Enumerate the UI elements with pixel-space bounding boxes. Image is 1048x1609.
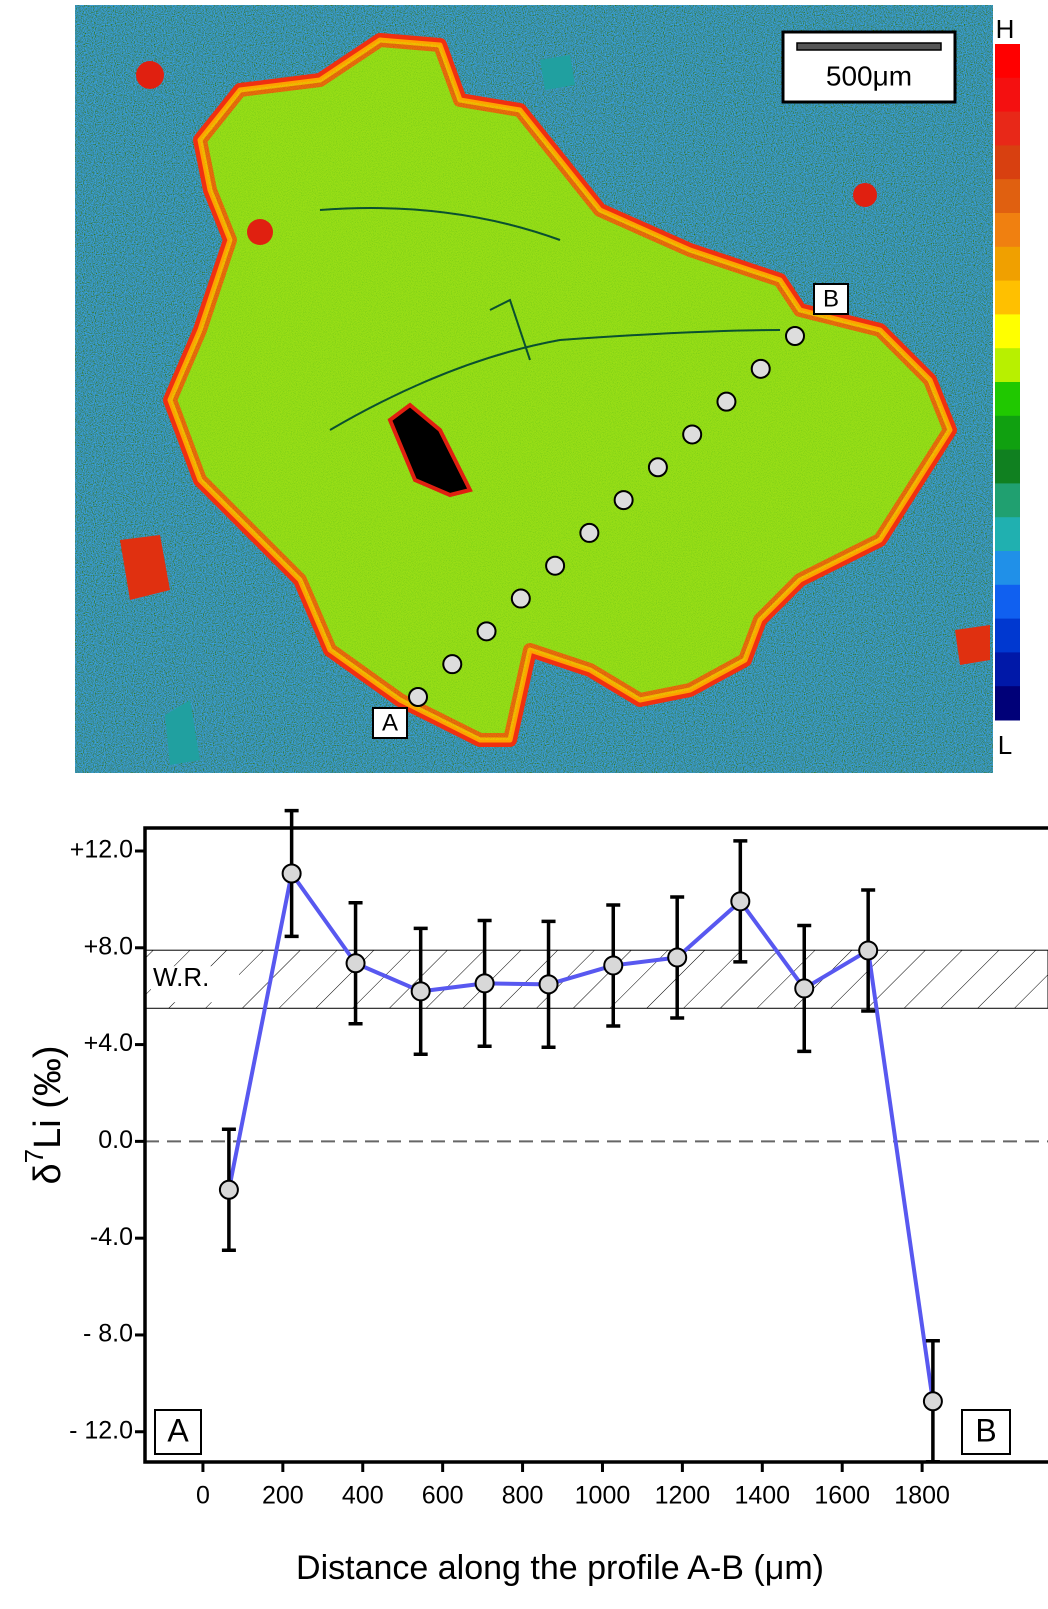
- x-tick-label: 1000: [575, 1482, 631, 1510]
- y-tick-label: - 8.0: [83, 1320, 133, 1348]
- colorbar-segment: [995, 415, 1020, 451]
- spot: [120, 535, 170, 600]
- spot: [540, 55, 575, 90]
- x-tick-label: 1200: [655, 1482, 711, 1510]
- scale-label: 500μm: [826, 60, 912, 91]
- wr-label: W.R.: [153, 962, 209, 992]
- colorbar-segment: [995, 449, 1020, 484]
- corner-a: A: [167, 1412, 189, 1448]
- colorbar-segment: [995, 179, 1020, 214]
- data-point: [218, 1179, 239, 1200]
- y-tick-label: -4.0: [90, 1223, 133, 1251]
- y-tick-label: 0.0: [98, 1126, 133, 1154]
- data-point: [858, 940, 879, 961]
- corner-a-box: [154, 1409, 202, 1455]
- y-tick-label: - 12.0: [69, 1416, 133, 1444]
- profile-dot: [647, 457, 668, 478]
- spot: [136, 61, 164, 89]
- y-tick-label: +12.0: [70, 836, 133, 864]
- data-point: [667, 947, 688, 968]
- profile-dot: [682, 424, 703, 445]
- spot: [165, 700, 200, 765]
- y-axis-label: δ7Li (‰): [19, 1045, 69, 1184]
- y-label-rest: Li (‰): [27, 1045, 69, 1148]
- point-a-box: [372, 707, 408, 739]
- x-tick-label: 400: [342, 1482, 384, 1510]
- point-b-label: B: [823, 285, 839, 312]
- data-point: [794, 978, 815, 999]
- profile-dot: [408, 687, 428, 707]
- colorbar-high: H: [996, 14, 1015, 44]
- colorbar-segment: [995, 77, 1020, 113]
- colorbar-segment: [995, 314, 1020, 349]
- colorbar: [995, 44, 1020, 721]
- data-point: [410, 981, 431, 1002]
- point-b-box: [813, 283, 849, 315]
- colorbar-segment: [995, 246, 1020, 282]
- axis-frame: [143, 826, 1048, 1464]
- colorbar-low: L: [998, 730, 1012, 760]
- colorbar-segment: [995, 213, 1020, 248]
- colorbar-segment: [995, 517, 1020, 552]
- colorbar-segment: [995, 280, 1020, 315]
- corner-b-box: [961, 1409, 1011, 1455]
- data-point: [538, 974, 559, 995]
- profile-points: [408, 326, 805, 707]
- profile-dot: [750, 358, 771, 379]
- wr-band: [144, 949, 1048, 1009]
- spot: [955, 625, 990, 665]
- profile-dot: [545, 555, 566, 576]
- cracks: [319, 207, 781, 431]
- chart: W.R. +12.0 +8.0 +4.0 0.0 -4.0 - 8.0 - 12.0 0 200 4…: [19, 808, 1048, 1587]
- colorbar-segment: [995, 145, 1020, 180]
- x-tick-label: 1800: [894, 1482, 950, 1510]
- y-tick-label: +4.0: [84, 1029, 133, 1057]
- x-tick-label: 600: [422, 1482, 464, 1510]
- profile-dot: [579, 522, 600, 543]
- x-tick-label: 0: [196, 1482, 210, 1510]
- profile-dot: [510, 588, 531, 609]
- y-label-symbol: δ: [27, 1163, 69, 1184]
- profile-dot: [442, 654, 463, 675]
- colorbar-segment: [995, 551, 1020, 586]
- data-point: [345, 953, 366, 974]
- data-point: [603, 955, 624, 976]
- data-point: [730, 891, 751, 912]
- colorbar-segment: [995, 382, 1020, 417]
- data-point: [922, 1391, 943, 1412]
- colorbar-segment: [995, 652, 1020, 687]
- inclusion: [387, 402, 473, 498]
- x-tick-label: 1600: [814, 1482, 870, 1510]
- colorbar-segment: [995, 618, 1020, 653]
- wr-label-bg: [151, 966, 239, 1003]
- colorbar-segment: [995, 686, 1020, 721]
- profile-line: [226, 871, 935, 1402]
- corner-b: B: [975, 1412, 996, 1448]
- profile-dot: [476, 621, 497, 642]
- spot: [853, 183, 877, 207]
- data-point: [474, 973, 495, 994]
- spot: [247, 219, 273, 245]
- point-a-label: A: [382, 709, 398, 736]
- profile-dot: [613, 490, 634, 511]
- x-tick-label: 1400: [734, 1482, 790, 1510]
- y-label-superscript: 7: [19, 1149, 49, 1163]
- colorbar-segment: [995, 348, 1020, 383]
- colorbar-segment: [995, 111, 1020, 146]
- profile-dot: [785, 326, 805, 346]
- colorbar-segment: [995, 584, 1020, 620]
- y-tick-label: +8.0: [84, 932, 133, 960]
- x-tick-label: 800: [502, 1482, 544, 1510]
- element-map: 500μm H L A B: [75, 5, 1048, 773]
- data-point: [281, 863, 302, 884]
- colorbar-segment: [995, 483, 1020, 518]
- scale-bar: [796, 42, 942, 51]
- profile-dot: [716, 391, 737, 412]
- x-tick-label: 200: [262, 1482, 304, 1510]
- x-axis-label: Distance along the profile A-B (μm): [296, 1549, 824, 1587]
- colorbar-segment: [995, 44, 1020, 79]
